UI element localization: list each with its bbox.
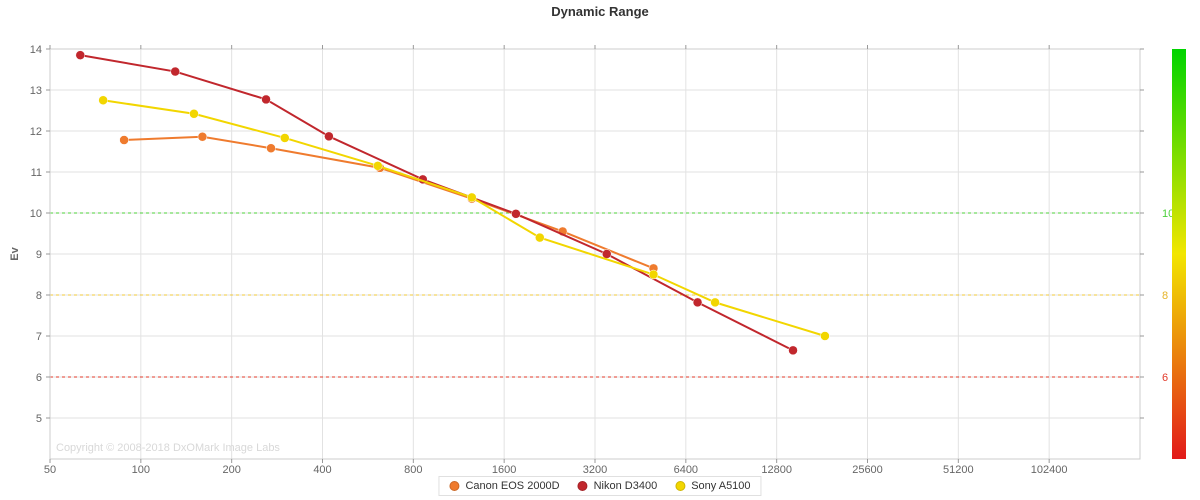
- data-point[interactable]: [373, 161, 382, 170]
- y-tick-label: 14: [30, 44, 42, 56]
- x-tick-label: 50: [44, 464, 56, 476]
- legend-item[interactable]: Sony A5100: [675, 480, 750, 492]
- y-tick-label: 6: [36, 372, 42, 384]
- x-tick-label: 800: [404, 464, 422, 476]
- y-tick-label: 8: [36, 290, 42, 302]
- legend: Canon EOS 2000D Nikon D3400 Sony A5100: [438, 476, 761, 496]
- legend-label: Nikon D3400: [594, 480, 658, 492]
- data-point[interactable]: [280, 133, 289, 142]
- x-tick-label: 1600: [492, 464, 516, 476]
- legend-label: Canon EOS 2000D: [465, 480, 559, 492]
- legend-dot-icon: [578, 481, 588, 491]
- data-point[interactable]: [649, 270, 658, 279]
- chart-title: Dynamic Range: [0, 0, 1200, 19]
- reference-label: 6: [1162, 372, 1168, 384]
- y-axis-label: Ev: [9, 246, 21, 260]
- y-tick-label: 10: [30, 208, 42, 220]
- reference-label: 8: [1162, 290, 1168, 302]
- data-point[interactable]: [99, 96, 108, 105]
- x-tick-label: 25600: [852, 464, 883, 476]
- data-point[interactable]: [189, 109, 198, 118]
- x-tick-label: 12800: [761, 464, 792, 476]
- x-tick-label: 200: [222, 464, 240, 476]
- data-point[interactable]: [171, 67, 180, 76]
- data-point[interactable]: [76, 51, 85, 60]
- data-point[interactable]: [266, 144, 275, 153]
- x-tick-label: 51200: [943, 464, 974, 476]
- y-tick-label: 7: [36, 331, 42, 343]
- legend-label: Sony A5100: [691, 480, 750, 492]
- data-point[interactable]: [820, 332, 829, 341]
- data-point[interactable]: [511, 209, 520, 218]
- data-point[interactable]: [324, 132, 333, 141]
- data-point[interactable]: [693, 298, 702, 307]
- x-tick-label: 6400: [674, 464, 698, 476]
- legend-dot-icon: [449, 481, 459, 491]
- x-tick-label: 3200: [583, 464, 607, 476]
- x-tick-label: 400: [313, 464, 331, 476]
- data-point[interactable]: [262, 95, 271, 104]
- data-point[interactable]: [602, 250, 611, 259]
- data-point[interactable]: [711, 298, 720, 307]
- y-tick-label: 13: [30, 85, 42, 97]
- x-tick-label: 100: [132, 464, 150, 476]
- legend-item[interactable]: Canon EOS 2000D: [449, 480, 559, 492]
- legend-dot-icon: [675, 481, 685, 491]
- legend-item[interactable]: Nikon D3400: [578, 480, 658, 492]
- quality-gradient-bar: [1172, 49, 1186, 459]
- data-point[interactable]: [198, 132, 207, 141]
- y-tick-label: 11: [31, 167, 42, 179]
- x-tick-label: 102400: [1031, 464, 1068, 476]
- y-tick-label: 9: [36, 249, 42, 261]
- y-tick-label: 12: [30, 126, 42, 138]
- data-point[interactable]: [120, 136, 129, 145]
- data-point[interactable]: [467, 193, 476, 202]
- data-point[interactable]: [789, 346, 798, 355]
- watermark: Copyright © 2008-2018 DxOMark Image Labs: [56, 442, 280, 454]
- dynamic-range-chart: 10 8 6 50 100 200 400 800 1600 3200 6400 12800 25600…: [0, 19, 1200, 479]
- data-point[interactable]: [535, 233, 544, 242]
- y-tick-label: 5: [36, 413, 42, 425]
